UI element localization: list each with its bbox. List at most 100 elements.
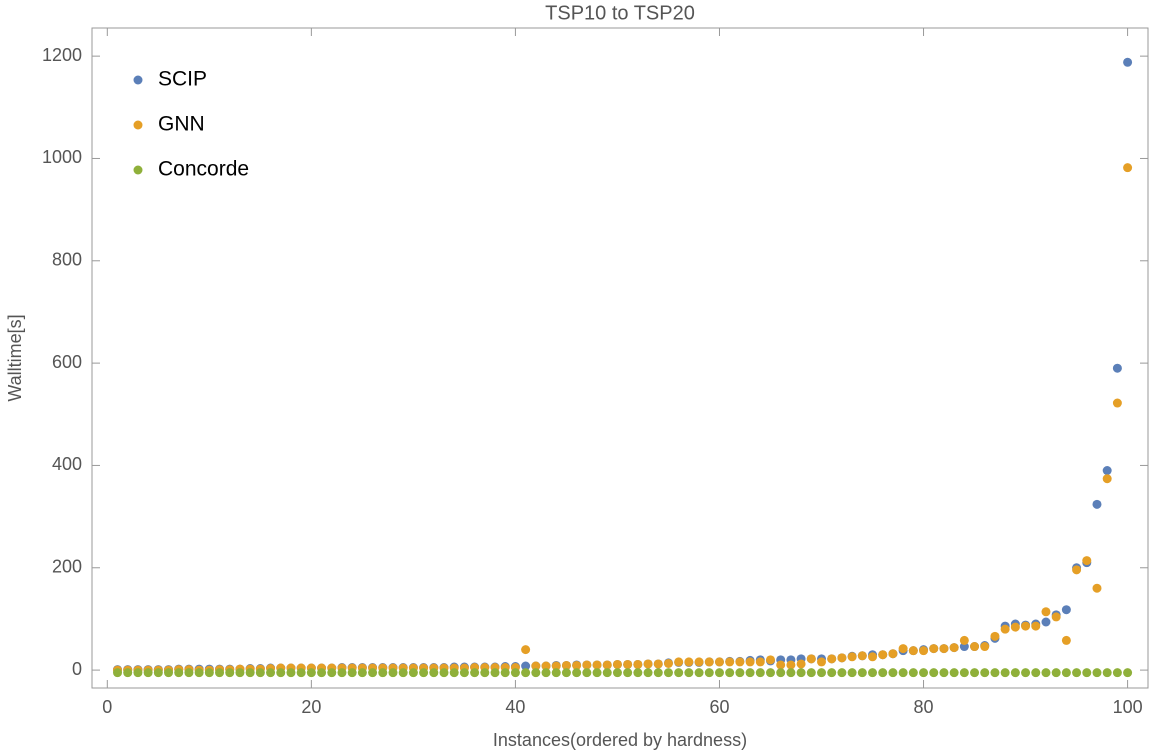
legend-marker xyxy=(133,120,143,130)
x-tick-label: 40 xyxy=(505,697,525,717)
point xyxy=(949,668,959,678)
point xyxy=(602,668,612,678)
point xyxy=(847,652,857,662)
point xyxy=(215,668,225,678)
point xyxy=(551,661,561,671)
point xyxy=(521,668,531,678)
point xyxy=(704,657,714,667)
point xyxy=(531,661,541,671)
point xyxy=(174,668,184,678)
point xyxy=(153,668,163,678)
legend-label: Concorde xyxy=(158,158,249,181)
point xyxy=(1031,621,1041,631)
point xyxy=(133,668,143,678)
point xyxy=(521,661,531,671)
point xyxy=(959,635,969,645)
point xyxy=(888,649,898,659)
point xyxy=(347,668,357,678)
point xyxy=(225,668,235,678)
point xyxy=(255,668,265,678)
point xyxy=(551,668,561,678)
point xyxy=(1021,668,1031,678)
point xyxy=(847,668,857,678)
chart-title: TSP10 to TSP20 xyxy=(545,2,695,24)
point xyxy=(1051,668,1061,678)
x-tick-label: 20 xyxy=(301,697,321,717)
point xyxy=(317,668,327,678)
point xyxy=(602,660,612,670)
point xyxy=(510,668,520,678)
point xyxy=(1041,607,1051,617)
point xyxy=(684,657,694,667)
point xyxy=(582,660,592,670)
point xyxy=(1031,668,1041,678)
point xyxy=(561,660,571,670)
point xyxy=(684,668,694,678)
point xyxy=(1112,398,1122,408)
point xyxy=(1072,668,1082,678)
point xyxy=(959,668,969,678)
point xyxy=(949,643,959,653)
point xyxy=(368,668,378,678)
point xyxy=(827,668,837,678)
point xyxy=(623,659,633,669)
x-tick-label: 60 xyxy=(709,697,729,717)
point xyxy=(745,657,755,667)
point xyxy=(837,653,847,663)
point xyxy=(633,659,643,669)
point xyxy=(1112,668,1122,678)
point xyxy=(663,658,673,668)
point xyxy=(541,668,551,678)
point xyxy=(429,668,439,678)
point xyxy=(1072,565,1082,575)
point xyxy=(490,668,500,678)
x-axis-label: Instances(ordered by hardness) xyxy=(493,730,747,750)
point xyxy=(776,660,786,670)
point xyxy=(592,668,602,678)
point xyxy=(837,668,847,678)
point xyxy=(408,668,418,678)
point xyxy=(990,668,1000,678)
y-axis-label: Walltime[s] xyxy=(5,314,25,401)
point xyxy=(970,642,980,652)
point xyxy=(1092,499,1102,509)
point xyxy=(306,668,316,678)
point xyxy=(123,668,133,678)
point xyxy=(663,668,673,678)
point xyxy=(541,661,551,671)
point xyxy=(817,657,827,667)
point xyxy=(521,645,531,655)
point xyxy=(806,668,816,678)
point xyxy=(113,668,123,678)
point xyxy=(592,660,602,670)
point xyxy=(388,668,398,678)
point xyxy=(643,659,653,669)
point xyxy=(1041,668,1051,678)
point xyxy=(857,651,867,661)
point xyxy=(755,657,765,667)
point xyxy=(470,668,480,678)
point xyxy=(1102,668,1112,678)
point xyxy=(674,668,684,678)
point xyxy=(572,668,582,678)
point xyxy=(929,668,939,678)
point xyxy=(378,668,388,678)
point xyxy=(1041,617,1051,627)
y-tick-label: 1000 xyxy=(42,147,82,167)
point xyxy=(286,668,296,678)
point xyxy=(878,650,888,660)
point xyxy=(612,668,622,678)
point xyxy=(480,668,490,678)
point xyxy=(868,668,878,678)
y-tick-label: 0 xyxy=(72,659,82,679)
point xyxy=(868,652,878,662)
point xyxy=(337,668,347,678)
point xyxy=(1112,363,1122,373)
point xyxy=(1102,466,1112,476)
legend-marker xyxy=(133,75,143,85)
legend-label: GNN xyxy=(158,113,205,136)
point xyxy=(755,668,765,678)
y-tick-label: 1200 xyxy=(42,45,82,65)
point xyxy=(204,668,214,678)
point xyxy=(296,668,306,678)
